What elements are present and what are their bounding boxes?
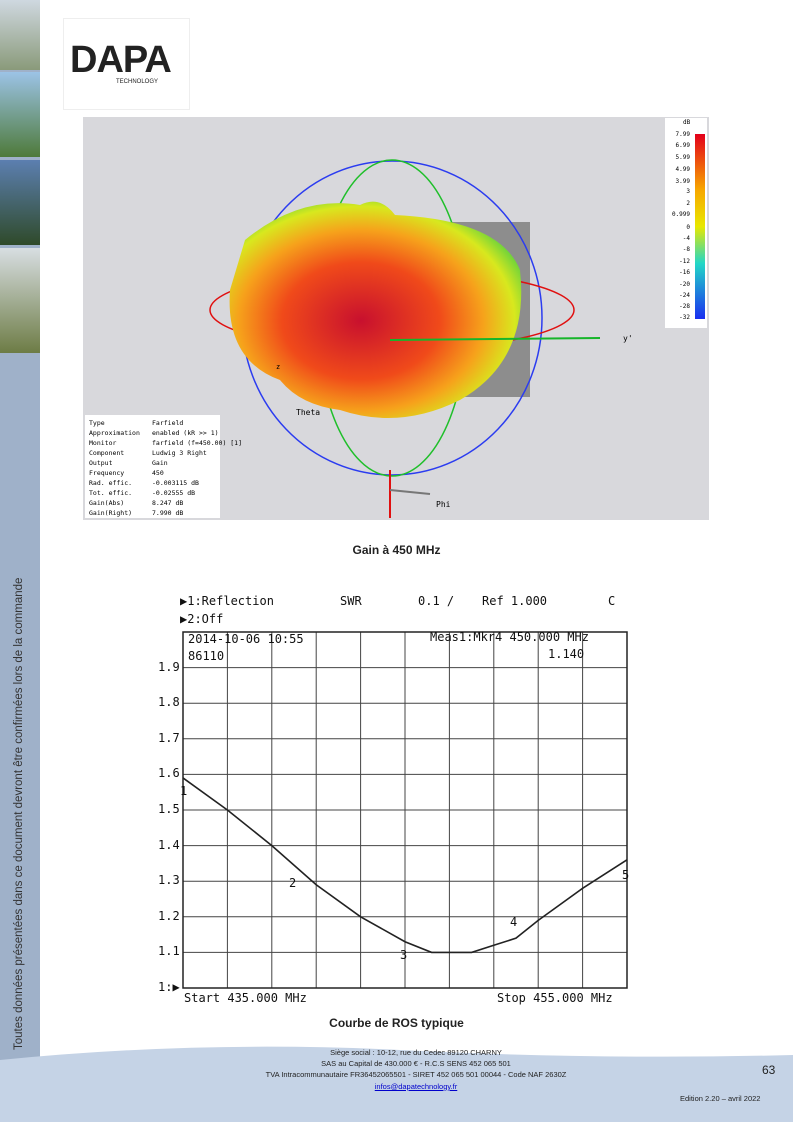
y-tick-label: 1.9 xyxy=(158,659,180,674)
footer-line: Siège social : 10-12, rue du Cedec 89120… xyxy=(330,1048,502,1057)
colorbar-label: -8 xyxy=(682,246,690,253)
vswr-grid xyxy=(183,632,627,988)
footer-line: SAS au Capital de 430.000 € - R.C.S SENS… xyxy=(321,1059,511,1068)
colorbar-label: 6.99 xyxy=(675,142,690,149)
format: SWR xyxy=(340,594,362,608)
vswr-plot xyxy=(182,631,628,989)
colorbar-label: -12 xyxy=(679,258,690,265)
logo: DAPA TECHNOLOGY xyxy=(63,18,190,110)
colorbar-label: 0 xyxy=(686,224,690,231)
colorbar-label: 2 xyxy=(686,200,690,207)
axis xyxy=(389,489,431,495)
edition: Edition 2.20 – avril 2022 xyxy=(680,1094,761,1103)
y-tick-label: 1.7 xyxy=(158,730,180,745)
info-value: 7.990 dB xyxy=(152,509,184,517)
colorbar-label: -32 xyxy=(679,314,690,321)
marker-readout: Meas1:Mkr4 450.000 MHz xyxy=(430,630,589,644)
info-key: Component xyxy=(89,449,125,457)
info-box xyxy=(85,415,220,518)
photo xyxy=(0,72,40,157)
colorbar-unit: dB xyxy=(683,119,691,126)
y-tick-label: 1.4 xyxy=(158,837,180,852)
colorbar-label: -24 xyxy=(679,292,690,299)
marker-label: 3 xyxy=(400,948,408,962)
y-tick-label: 1.8 xyxy=(158,695,180,710)
info-key: Rad. effic. xyxy=(89,479,133,487)
info-value: enabled (kR >> 1) xyxy=(152,429,219,437)
colorbar-label: -4 xyxy=(682,235,690,242)
info-key: Frequency xyxy=(89,469,125,477)
footer-email: infos@dapatechnology.fr xyxy=(374,1082,458,1091)
start: Start 435.000 MHz xyxy=(184,991,307,1005)
info-key: Type xyxy=(89,419,105,427)
page-number: 63 xyxy=(762,1063,776,1077)
caption: Courbe de ROS typique xyxy=(329,1016,464,1030)
info-key: Monitor xyxy=(89,439,117,447)
vswr-curve xyxy=(182,777,628,954)
y-tick-label: 1.1 xyxy=(158,944,180,959)
ref: Ref 1.000 xyxy=(482,594,548,608)
footer-line: TVA Intracommunautaire FR36452065501 - S… xyxy=(265,1070,567,1079)
info-value: farfield (f=450.00) [1] xyxy=(152,439,243,447)
scale: 0.1 / xyxy=(418,594,455,608)
y-tick-label: 1.2 xyxy=(158,908,180,923)
y-tick-label: 1.5 xyxy=(158,802,180,816)
y-tick-label: 1.6 xyxy=(158,766,180,781)
info-key: Tot. effic. xyxy=(89,489,133,497)
datetime: 2014-10-06 10:55 xyxy=(188,632,304,646)
info-key: Output xyxy=(89,459,113,467)
marker-label: 4 xyxy=(510,915,518,929)
trace-label: ▶2:Off xyxy=(180,612,224,626)
logo-sub: TECHNOLOGY xyxy=(116,79,159,85)
serial: 86110 xyxy=(188,649,225,663)
photo xyxy=(0,248,40,353)
photo xyxy=(0,0,40,70)
info-value: -0.003115 dB xyxy=(152,479,199,487)
info-value: Gain xyxy=(152,459,168,467)
marker-label: 2 xyxy=(289,876,297,890)
y-tick-label: 1:▶ xyxy=(158,980,180,994)
info-value: Farfield xyxy=(152,419,184,427)
logo-name: DAPA xyxy=(70,39,172,81)
colorbar-label: 4.99 xyxy=(675,166,690,173)
axis-label: Theta xyxy=(296,408,321,417)
axis xyxy=(389,337,601,341)
colorbar-label: -28 xyxy=(679,303,690,310)
axis-label: z xyxy=(276,363,281,371)
marker-label: 1 xyxy=(180,784,188,798)
photo xyxy=(0,160,40,245)
cal: C xyxy=(608,594,616,608)
colorbar-label: -16 xyxy=(679,269,690,276)
colorbar-label: 0.999 xyxy=(671,211,690,218)
info-key: Approximation xyxy=(89,429,140,437)
axis-label: Phi xyxy=(436,500,451,509)
info-key: Gain(Abs) xyxy=(89,499,125,507)
info-value: 8.247 dB xyxy=(152,499,184,507)
info-value: Ludwig 3 Right xyxy=(152,449,207,457)
colorbar-label: 3.99 xyxy=(675,178,690,185)
caption: Gain à 450 MHz xyxy=(352,543,441,557)
colorbar xyxy=(695,134,705,319)
footer-band xyxy=(0,1046,793,1122)
info-value: 450 xyxy=(152,469,164,477)
y-tick-label: 1.3 xyxy=(158,873,180,888)
colorbar-label: 5.99 xyxy=(675,154,690,161)
info-value: -0.02555 dB xyxy=(152,489,196,497)
marker-value: 1.140 xyxy=(548,647,585,661)
colorbar-label: -20 xyxy=(679,281,690,288)
marker-label: 5 xyxy=(622,868,630,882)
stop: Stop 455.000 MHz xyxy=(497,991,613,1005)
axis-label: y' xyxy=(623,334,633,343)
sidebar xyxy=(0,0,40,1122)
trace-label: ▶1:Reflection xyxy=(180,594,274,608)
colorbar-label: 3 xyxy=(686,188,690,195)
colorbar-label: 7.99 xyxy=(675,131,690,138)
info-key: Gain(Right) xyxy=(89,509,133,517)
pattern-lobe xyxy=(229,201,522,418)
